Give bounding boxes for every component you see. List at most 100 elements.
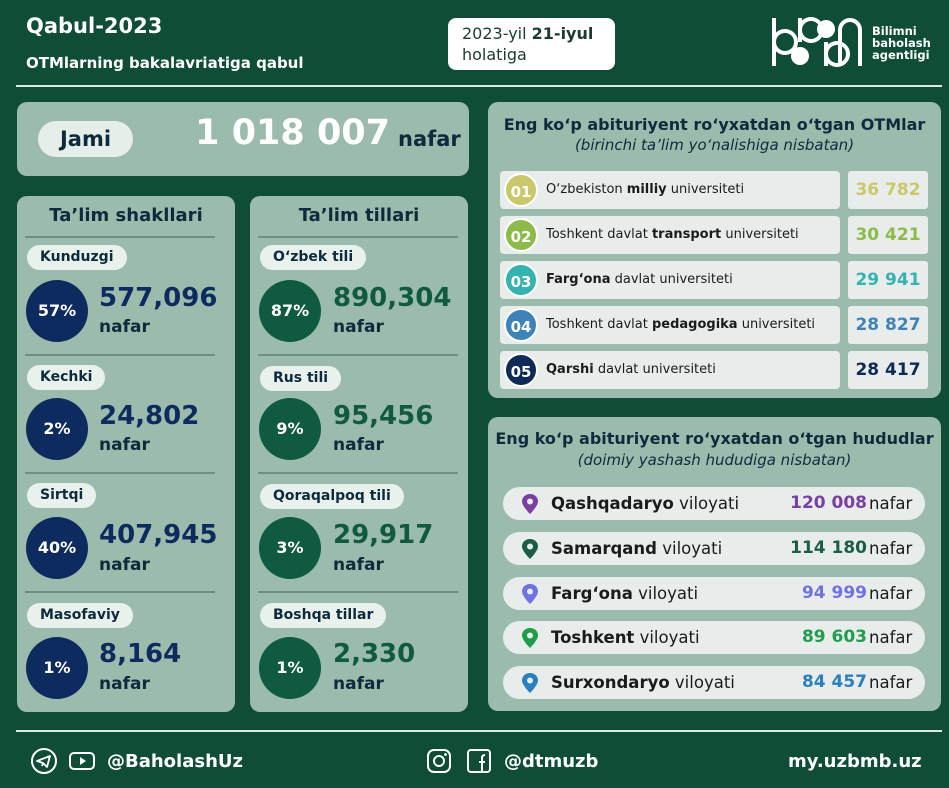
- region-name-post: viloyati: [632, 584, 699, 603]
- footer-divider: [16, 730, 942, 732]
- rank-badge: 03: [504, 263, 538, 297]
- university-name-pre: O‘zbekiston: [546, 182, 627, 197]
- university-name-post: universiteti: [721, 227, 799, 242]
- agency-logo-icon: [772, 16, 862, 67]
- university-name-post: universiteti: [737, 317, 816, 332]
- page-title: Qabul-2023: [26, 14, 163, 38]
- forms-label-sirtqi: Sirtqi: [27, 483, 97, 508]
- region-value: 84 457: [801, 672, 867, 692]
- region-name-bold: Toshkent: [551, 628, 635, 647]
- university-name-bold: pedagogika: [651, 317, 738, 332]
- regions-subtitle: (doimiy yashash hududiga nisbatan): [577, 451, 852, 469]
- universities-title: Eng ko‘p abituriyent ro‘yxatdan o‘tgan O…: [503, 115, 926, 134]
- region-name-post: viloyati: [657, 539, 723, 558]
- region-name-bold: Samarqand: [551, 539, 657, 558]
- languages-unit-uzbek: nafar: [333, 317, 384, 337]
- date-bold: 21-iyul: [531, 24, 594, 43]
- region-name-post: viloyati: [634, 628, 700, 647]
- forms-divider: [25, 591, 215, 593]
- website-link[interactable]: my.uzbmb.uz: [788, 751, 922, 772]
- university-value: 28 417: [848, 351, 928, 389]
- total-value: 1 018 007: [195, 113, 390, 153]
- social-handle-baholash[interactable]: @BaholashUz: [107, 751, 243, 772]
- languages-label-rus: Rus tili: [260, 366, 342, 391]
- location-pin-icon: [522, 673, 538, 693]
- rank-badge: 04: [504, 308, 538, 342]
- languages-percent-boshqa: 1%: [259, 637, 321, 699]
- location-pin-icon: [522, 584, 538, 604]
- region-row: Qashqadaryo viloyati 120 008 nafar: [503, 487, 925, 520]
- university-name: O‘zbekiston milliy universiteti: [546, 171, 744, 209]
- university-row: 01 O‘zbekiston milliy universiteti: [500, 171, 840, 209]
- regions-title: Eng ko‘p abituriyent ro‘yxatdan o‘tgan h…: [495, 429, 934, 448]
- forms-unit-kunduzgi: nafar: [99, 317, 150, 337]
- forms-value-masofaviy: 8,164: [99, 639, 182, 669]
- forms-percent-sirtqi: 40%: [26, 517, 88, 579]
- university-value: 28 827: [848, 306, 928, 344]
- forms-divider: [25, 472, 215, 474]
- languages-value-rus: 95,456: [333, 401, 434, 431]
- forms-divider: [25, 354, 215, 356]
- university-value: 29 941: [848, 261, 928, 299]
- forms-unit-masofaviy: nafar: [99, 674, 150, 694]
- agency-name: Bilimni baholash agentligi: [872, 25, 931, 61]
- region-value: 114 180: [790, 538, 867, 558]
- languages-percent-rus: 9%: [259, 398, 321, 460]
- youtube-icon[interactable]: [68, 747, 96, 775]
- languages-label-uzbek: O‘zbek tili: [260, 245, 367, 270]
- instagram-icon[interactable]: [425, 747, 453, 775]
- region-row: Farg‘ona viloyati 94 999 nafar: [503, 577, 925, 610]
- region-name-post: viloyati: [669, 673, 735, 692]
- region-name: Toshkent viloyati: [551, 621, 700, 654]
- forms-label-kechki: Kechki: [27, 365, 106, 390]
- region-unit: nafar: [869, 539, 913, 558]
- region-name: Qashqadaryo viloyati: [551, 487, 739, 520]
- date-badge: 2023-yil 21-iyul holatiga: [448, 18, 615, 70]
- forms-percent-masofaviy: 1%: [26, 637, 88, 699]
- university-name-bold: transport: [651, 227, 722, 242]
- university-name-bold: Qarshi: [546, 362, 594, 377]
- location-pin-icon: [522, 628, 538, 648]
- rank-badge: 01: [504, 173, 538, 207]
- telegram-icon[interactable]: [30, 747, 58, 775]
- languages-title: Ta’lim tillari: [298, 205, 420, 226]
- university-name-post: davlat universiteti: [593, 362, 716, 377]
- university-name: Qarshi davlat universiteti: [546, 351, 716, 389]
- facebook-icon[interactable]: [465, 747, 493, 775]
- university-row: 04 Toshkent davlat pedagogika universite…: [500, 306, 840, 344]
- forms-value-kechki: 24,802: [99, 401, 200, 431]
- university-name-post: davlat universiteti: [610, 272, 733, 287]
- languages-value-boshqa: 2,330: [333, 639, 416, 669]
- languages-label-qoraqalpoq: Qoraqalpoq tili: [260, 484, 404, 509]
- languages-divider: [258, 591, 458, 593]
- page-subtitle: OTMlarning bakalavriatiga qabul: [26, 54, 304, 72]
- forms-percent-kunduzgi: 57%: [26, 280, 88, 342]
- languages-value-uzbek: 890,304: [333, 283, 452, 313]
- forms-label-masofaviy: Masofaviy: [27, 603, 133, 628]
- social-handle-dtmuzb[interactable]: @dtmuzb: [504, 751, 599, 772]
- forms-title: Ta’lim shakllari: [49, 205, 203, 226]
- region-unit: nafar: [869, 494, 913, 513]
- languages-percent-uzbek: 87%: [259, 280, 321, 342]
- forms-value-sirtqi: 407,945: [99, 520, 218, 550]
- languages-divider: [258, 354, 458, 356]
- region-name-bold: Surxondaryo: [551, 673, 670, 692]
- region-name-post: viloyati: [673, 494, 740, 513]
- university-name-pre: Toshkent davlat: [546, 317, 652, 332]
- region-name: Surxondaryo viloyati: [551, 666, 735, 699]
- languages-divider: [258, 472, 458, 474]
- region-value: 89 603: [801, 627, 867, 647]
- region-unit: nafar: [869, 673, 913, 692]
- region-value: 94 999: [801, 583, 867, 603]
- university-name: Toshkent davlat pedagogika universiteti: [546, 306, 815, 344]
- languages-divider: [258, 236, 458, 238]
- university-row: 02 Toshkent davlat transport universitet…: [500, 216, 840, 254]
- region-name: Farg‘ona viloyati: [551, 577, 698, 610]
- total-unit: nafar: [398, 127, 461, 151]
- location-pin-icon: [522, 494, 538, 514]
- agency-name-line1: Bilimni: [872, 24, 917, 38]
- university-row: 03 Farg‘ona davlat universiteti: [500, 261, 840, 299]
- languages-percent-qoraqalpoq: 3%: [259, 517, 321, 579]
- forms-divider: [25, 236, 215, 238]
- university-name-pre: Toshkent davlat: [546, 227, 652, 242]
